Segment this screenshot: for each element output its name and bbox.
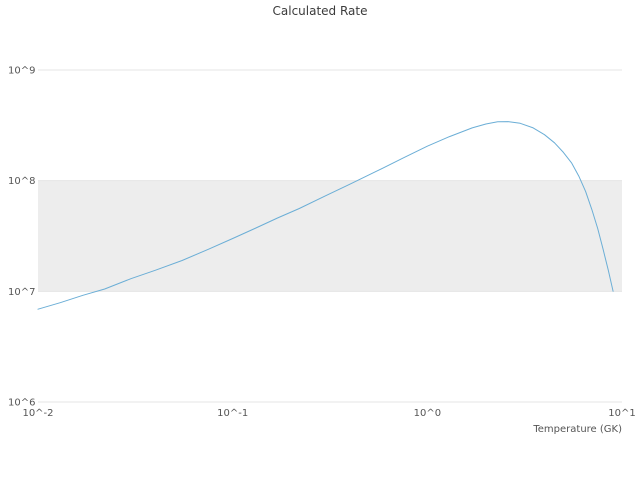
x-tick-label: 10^0 xyxy=(414,408,441,419)
y-tick-label: 10^9 xyxy=(8,66,35,77)
x-tick-label: 10^-2 xyxy=(22,408,53,419)
x-tick-label: 10^1 xyxy=(608,408,635,419)
x-tick-label: 10^-1 xyxy=(217,408,248,419)
x-axis-label: Temperature (GK) xyxy=(533,424,622,435)
y-tick-label: 10^7 xyxy=(8,287,35,298)
chart-title: Calculated Rate xyxy=(272,4,368,18)
shaded-band xyxy=(38,180,622,292)
y-tick-label: 10^8 xyxy=(8,176,35,187)
rate-line xyxy=(37,121,614,310)
y-tick-label: 10^6 xyxy=(8,398,35,409)
